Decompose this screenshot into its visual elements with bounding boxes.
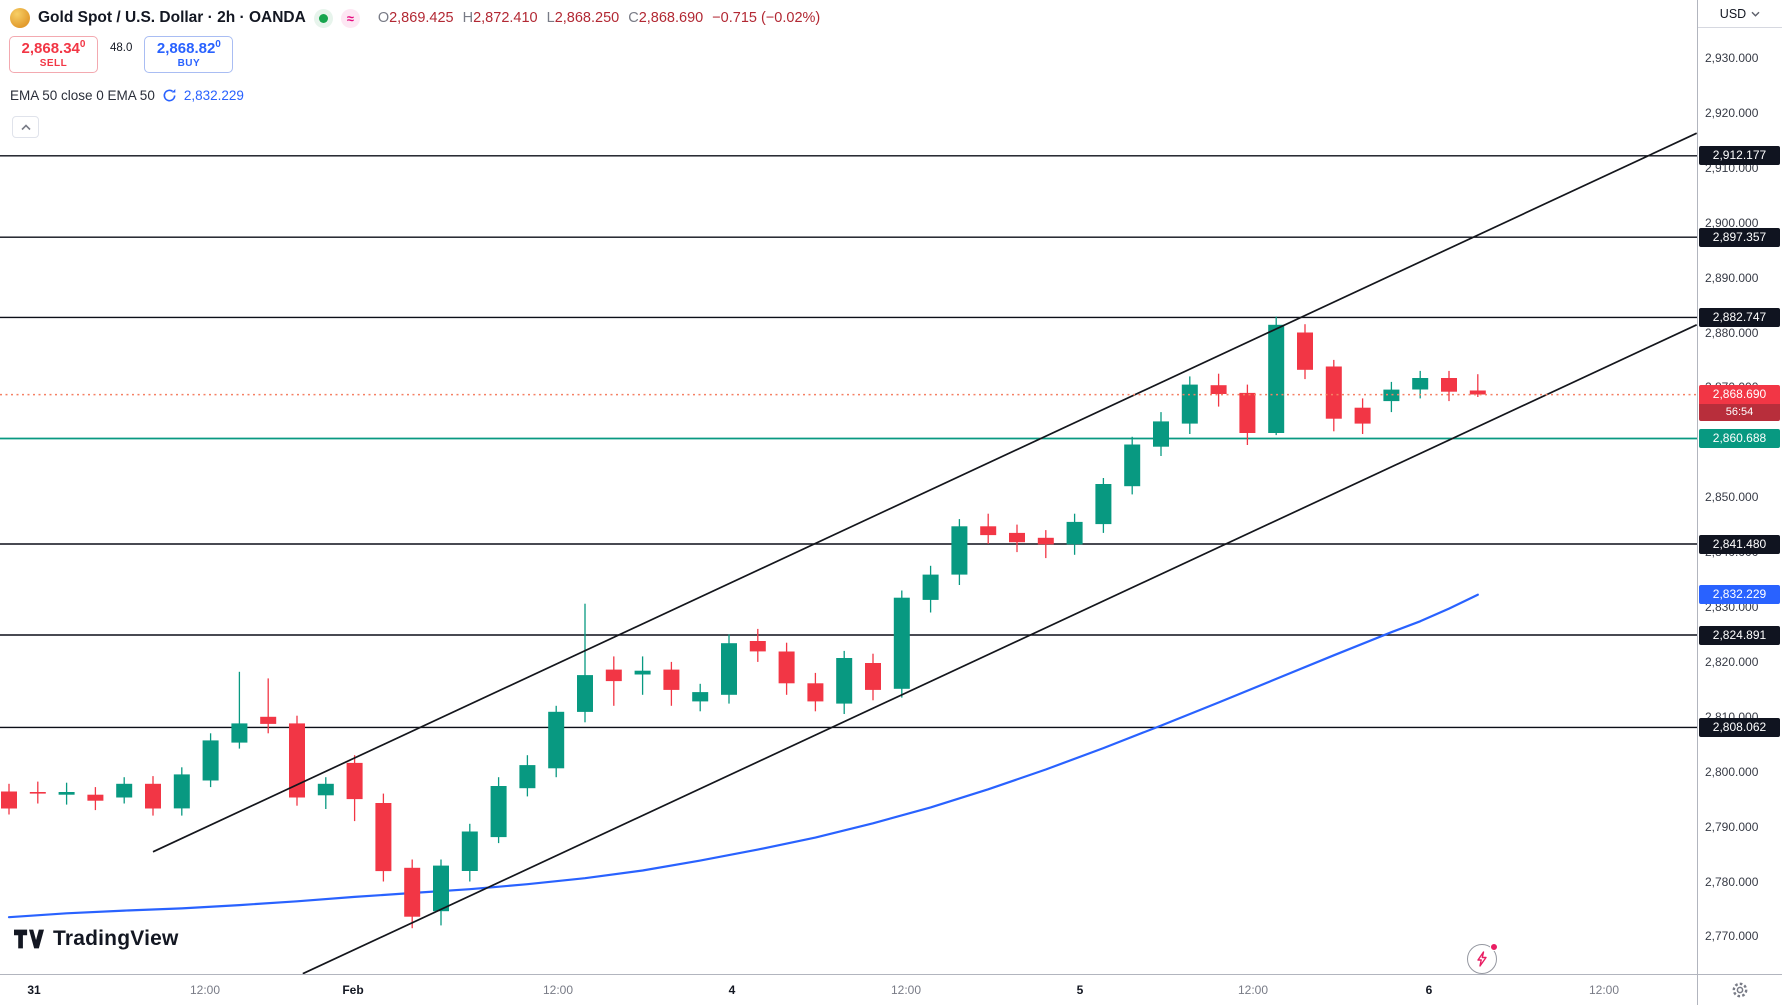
price-tick-label: 2,770.000 bbox=[1705, 929, 1759, 944]
time-tick-label: 31 bbox=[27, 983, 41, 997]
currency-label: USD bbox=[1719, 6, 1747, 21]
ohlc-low: L2,868.250 bbox=[546, 10, 620, 26]
bar-countdown: 56:54 bbox=[1699, 404, 1780, 422]
price-tick-label: 2,900.000 bbox=[1705, 215, 1759, 230]
time-tick-label: 12:00 bbox=[1588, 983, 1620, 997]
time-axis[interactable]: 31 12:00 Feb 12:00 4 12:00 5 12:00 6 12:00 bbox=[0, 974, 1697, 1005]
level-price-badge: 2,882.747 bbox=[1699, 307, 1780, 327]
price-change: −0.715 (−0.02%) bbox=[712, 10, 821, 26]
symbol-legend-row: Gold Spot / U.S. Dollar · 2h · OANDA ≈ O… bbox=[10, 6, 820, 30]
sell-label: SELL bbox=[39, 57, 68, 69]
buy-price: 2,868.820 bbox=[156, 38, 221, 57]
price-axis[interactable]: USD 2,930.000 2,920.000 2,910.000 2,900.000… bbox=[1697, 0, 1782, 1005]
level-price-badge: 2,808.062 bbox=[1699, 717, 1780, 737]
indicator-value: 2,832.229 bbox=[183, 88, 244, 103]
price-tick-label: 2,890.000 bbox=[1705, 270, 1759, 285]
notification-dot-icon bbox=[1490, 943, 1498, 951]
time-tick-label: 5 bbox=[1076, 983, 1084, 997]
level-price-badge: 2,912.177 bbox=[1699, 146, 1780, 166]
level-price-badge: 2,824.891 bbox=[1699, 625, 1780, 645]
sell-button[interactable]: 2,868.340 SELL bbox=[9, 36, 98, 73]
market-open-icon[interactable] bbox=[313, 8, 333, 28]
chevron-up-icon bbox=[20, 124, 31, 131]
time-tick-label: 12:00 bbox=[542, 983, 574, 997]
price-tick-label: 2,930.000 bbox=[1705, 51, 1759, 65]
chart-plot-area[interactable]: Gold Spot / U.S. Dollar · 2h · OANDA ≈ O… bbox=[0, 0, 1697, 974]
green-dot-icon bbox=[318, 13, 328, 23]
chevron-down-icon bbox=[1751, 11, 1760, 17]
price-tick-label: 2,920.000 bbox=[1705, 105, 1759, 120]
quick-flash-button[interactable] bbox=[1467, 943, 1498, 974]
candlestick-chart[interactable] bbox=[0, 0, 1697, 974]
lightning-icon bbox=[1477, 951, 1487, 967]
level-price-badge: 2,841.480 bbox=[1699, 534, 1780, 554]
indicator-legend-text: EMA 50 close 0 EMA 50 bbox=[10, 88, 155, 103]
gear-icon bbox=[1732, 982, 1748, 998]
sell-price: 2,868.340 bbox=[21, 38, 86, 57]
axis-settings-corner[interactable] bbox=[1698, 974, 1782, 1005]
price-tick-label: 2,800.000 bbox=[1705, 764, 1759, 779]
time-tick-label: Feb bbox=[342, 983, 364, 997]
last-price-badge: 2,868.690 56:54 bbox=[1699, 385, 1780, 422]
ohlc-close: C2,868.690 bbox=[628, 10, 704, 26]
ohlc-values: O2,869.425 H2,872.410 L2,868.250 C2,868.… bbox=[378, 10, 820, 26]
price-tick-label: 2,880.000 bbox=[1705, 325, 1759, 340]
price-tick-label: 2,790.000 bbox=[1705, 819, 1759, 834]
symbol-title[interactable]: Gold Spot / U.S. Dollar · 2h · OANDA bbox=[38, 9, 306, 26]
trade-panel: 2,868.340 SELL 48.0 2,868.820 BUY bbox=[9, 36, 234, 73]
delayed-data-icon[interactable]: ≈ bbox=[340, 8, 360, 28]
ohlc-high: H2,872.410 bbox=[462, 10, 538, 26]
price-tick-label: 2,780.000 bbox=[1705, 874, 1759, 889]
tradingview-mark-icon bbox=[14, 929, 44, 949]
buy-button[interactable]: 2,868.820 BUY bbox=[144, 36, 234, 73]
support-price-badge: 2,860.688 bbox=[1699, 429, 1780, 448]
ema-price-badge: 2,832.229 bbox=[1699, 585, 1780, 605]
symbol-logo-icon bbox=[10, 8, 30, 28]
time-tick-label: 12:00 bbox=[890, 983, 922, 997]
time-tick-label: 12:00 bbox=[1237, 983, 1269, 997]
price-tick-label: 2,850.000 bbox=[1705, 490, 1759, 505]
tradingview-logo[interactable]: TradingView bbox=[14, 927, 179, 951]
currency-selector[interactable]: USD bbox=[1698, 0, 1782, 28]
time-tick-label: 12:00 bbox=[189, 983, 221, 997]
tradingview-logo-text: TradingView bbox=[53, 927, 179, 950]
indicator-legend[interactable]: EMA 50 close 0 EMA 50 2,832.229 bbox=[10, 88, 244, 103]
time-tick-label: 6 bbox=[1425, 983, 1433, 997]
time-tick-label: 4 bbox=[728, 983, 736, 997]
level-price-badge: 2,897.357 bbox=[1699, 227, 1780, 247]
spread-value: 48.0 bbox=[110, 42, 133, 54]
sync-icon bbox=[162, 88, 177, 103]
buy-label: BUY bbox=[177, 57, 201, 69]
ohlc-open: O2,869.425 bbox=[377, 10, 454, 26]
collapse-legend-button[interactable] bbox=[12, 116, 39, 138]
price-tick-label: 2,820.000 bbox=[1705, 654, 1759, 669]
